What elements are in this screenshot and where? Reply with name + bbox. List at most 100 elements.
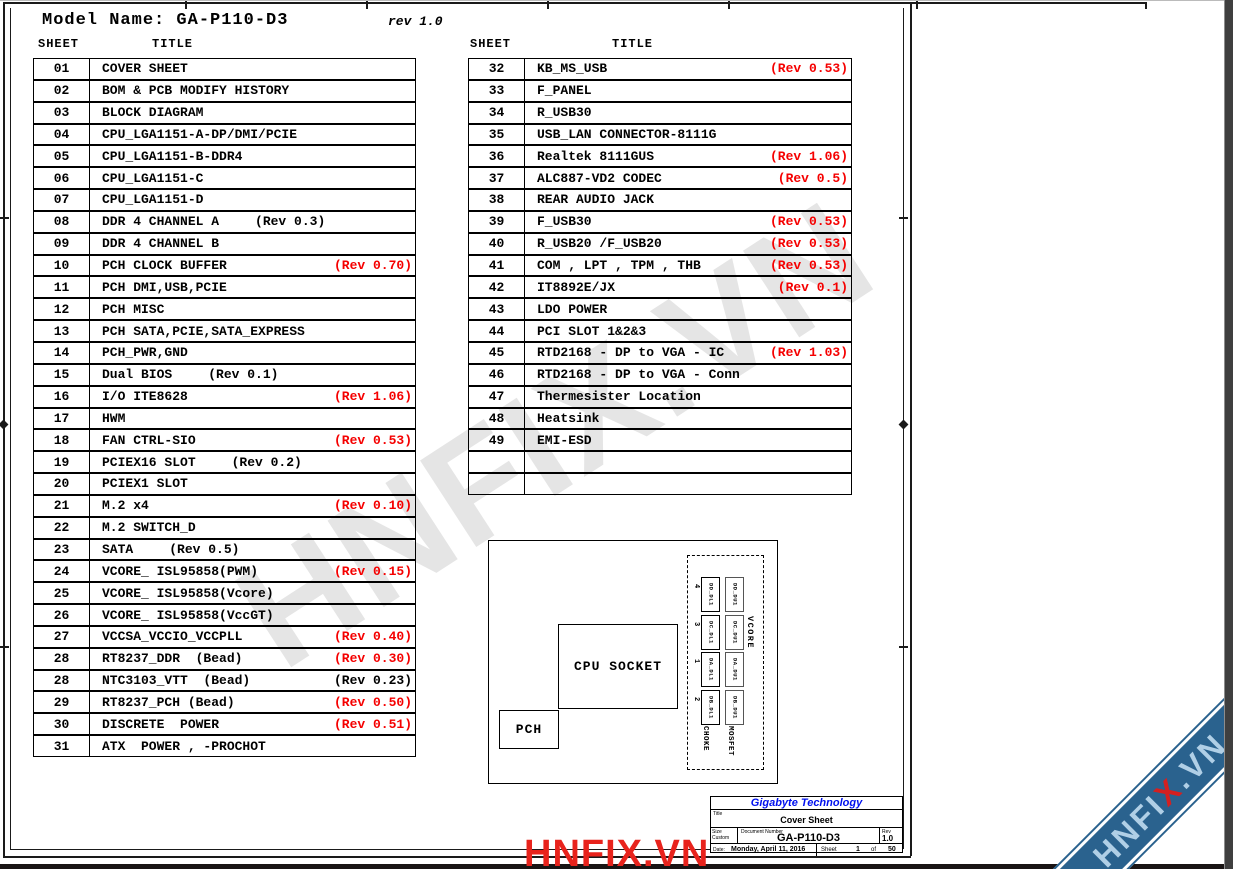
rev-badge: (Rev 0.40) [333, 629, 412, 645]
sheet-title: IT8892E/JX [537, 279, 616, 295]
rev-label: Rev [882, 829, 891, 835]
table-row: 31 ATX POWER , -PROCHOT [33, 735, 416, 757]
sheet-title: CPU_LGA1151-C [102, 170, 204, 186]
column-header-title-right: TITLE [612, 37, 654, 51]
frame-zone-mark-right [898, 419, 909, 430]
sheet-number-cell: 35 [469, 124, 525, 145]
sheet-title: USB_LAN CONNECTOR-8111G [537, 126, 717, 142]
table-row: 49 EMI-ESD [468, 429, 852, 452]
sheet-title-cell: BOM & PCB MODIFY HISTORY [90, 81, 415, 101]
frame-tick [547, 0, 549, 9]
sheet-number-cell: 08 [34, 211, 90, 232]
vcore-group-box: VCORE CHOKE MOSFET 4 DD_DL1 DD_DU1 3 DC_DL1 D… [687, 555, 764, 770]
sheet-number-cell: 22 [34, 517, 90, 538]
sheet-title-cell: COVER SHEET [90, 59, 415, 79]
title-block: Gigabyte Technology Title Cover Sheet Si… [710, 796, 903, 856]
rev-badge: (Rev 0.15) [333, 563, 412, 579]
mosfet-box: DA_DU1 [725, 652, 744, 687]
frame-bottom-inner [10, 849, 903, 851]
corner-band: HNFI X .VN [971, 611, 1233, 869]
window-top-edge [0, 0, 1233, 1]
sheet-title-cell: Heatsink [525, 409, 851, 429]
mosfet-part-label: DA_DU1 [731, 658, 739, 681]
table-row: 44 PCI SLOT 1&2&3 [468, 320, 852, 342]
sheet-title-cell: ATX POWER , -PROCHOT [90, 736, 415, 756]
sheet-title: R_USB20 /F_USB20 [537, 236, 662, 252]
date-value: Monday, April 11, 2016 [731, 846, 806, 853]
sheet-number-cell: 23 [34, 539, 90, 560]
sheet-number-cell: 03 [34, 102, 90, 123]
of-label: of [871, 847, 877, 853]
sheet-title-cell [525, 474, 851, 494]
sheet-number-cell: 21 [34, 495, 90, 516]
table-row: 24 VCORE_ ISL95858(PWM) (Rev 0.15) [33, 560, 416, 583]
sheet-title-cell: RTD2168 - DP to VGA - Conn [525, 365, 851, 385]
rev-value: 1.0 [882, 834, 894, 843]
sheet-number-cell: 48 [469, 408, 525, 429]
sheet-number-cell [469, 452, 525, 473]
sheet-number-cell: 19 [34, 452, 90, 473]
sheet-title-cell: VCORE_ ISL95858(PWM) (Rev 0.15) [90, 561, 415, 581]
title-row: Title Cover Sheet [711, 809, 902, 827]
sheet-number-cell: 43 [469, 299, 525, 320]
sheet-number-cell: 12 [34, 299, 90, 320]
rev-badge: (Rev 0.1) [777, 279, 848, 295]
sheet-title: ALC887-VD2 CODEC [537, 170, 662, 186]
sheet-title-cell: PCIEX1 SLOT [90, 474, 415, 494]
table-row: 21 M.2 x4 (Rev 0.10) [33, 494, 416, 517]
watermark-bottom: HNFIX.VN [524, 833, 710, 875]
sheet-title-cell: BLOCK DIAGRAM [90, 103, 415, 123]
sheet-number-cell: 34 [469, 102, 525, 123]
frame-tick [916, 0, 918, 9]
table-row: 18 FAN CTRL-SIO (Rev 0.53) [33, 429, 416, 452]
document-title: Cover Sheet [780, 815, 833, 825]
sheet-title: FAN CTRL-SIO [102, 432, 196, 448]
sheet-title-cell: RT8237_DDR (Bead) (Rev 0.30) [90, 649, 415, 669]
sheet-title: I/O ITE8628 [102, 389, 188, 405]
rev-badge: (Rev 1.03) [769, 345, 848, 361]
sheet-title: CPU_LGA1151-D [102, 192, 204, 208]
sheet-title: PCIEX1 SLOT [102, 476, 188, 492]
sheet-number-cell: 28 [34, 648, 90, 669]
sheet-number-cell: 30 [34, 714, 90, 735]
choke-box: DB_DL1 [701, 690, 720, 725]
sheet-title: M.2 SWITCH_D [102, 520, 196, 536]
document-number-cell: Document Number GA-P110-D3 [738, 828, 879, 844]
sheet-title: RT8237_DDR (Bead) [102, 651, 243, 667]
sheet-number-cell: 33 [469, 80, 525, 101]
frame-top-outer [3, 0, 1147, 9]
rev-badge: (Rev 1.06) [333, 389, 412, 405]
table-row: 32 KB_MS_USB (Rev 0.53) [468, 58, 852, 80]
sheet-title-cell: LDO POWER [525, 299, 851, 319]
sheet-number-cell: 49 [469, 430, 525, 451]
sheet-number-cell: 17 [34, 408, 90, 429]
document-number: GA-P110-D3 [777, 832, 840, 844]
size-cell: Size Custom [711, 828, 738, 843]
sheet-number-cell: 09 [34, 233, 90, 254]
table-row: 04 CPU_LGA1151-A-DP/DMI/PCIE [33, 123, 416, 146]
table-row: 16 I/O ITE8628 (Rev 1.06) [33, 385, 416, 408]
sheet-title-cell: HWM [90, 409, 415, 429]
sheet-title: COVER SHEET [102, 61, 188, 77]
table-row: 20 PCIEX1 SLOT [33, 473, 416, 495]
table-row: 19 PCIEX16 SLOT (Rev 0.2) [33, 451, 416, 474]
sheet-title: VCORE_ ISL95858(Vcore) [102, 585, 274, 601]
sheet-number-cell: 45 [469, 342, 525, 363]
table-row: 38 REAR AUDIO JACK [468, 189, 852, 211]
sheet-title: PCH SATA,PCIE,SATA_EXPRESS [102, 323, 305, 339]
sheet-title: CPU_LGA1151-B-DDR4 [102, 148, 243, 164]
rev-badge: (Rev 0.53) [769, 61, 848, 77]
sheet-number-cell: 41 [469, 255, 525, 276]
scrollbar[interactable] [1224, 0, 1233, 869]
table-row [468, 451, 852, 474]
sheet-number-cell: 20 [34, 474, 90, 494]
table-row: 42 IT8892E/JX (Rev 0.1) [468, 276, 852, 299]
table-row: 37 ALC887-VD2 CODEC (Rev 0.5) [468, 167, 852, 190]
sheet-number-cell: 26 [34, 605, 90, 625]
rev-badge: (Rev 0.53) [769, 236, 848, 252]
sheet-label: Sheet [821, 847, 837, 853]
sheet-title-cell: M.2 x4 (Rev 0.10) [90, 496, 415, 516]
sheet-title-cell: PCH SATA,PCIE,SATA_EXPRESS [90, 321, 415, 341]
sheet-title-cell: DDR 4 CHANNEL B [90, 234, 415, 254]
sheet-title-cell: NTC3103_VTT (Bead) (Rev 0.23) [90, 671, 415, 691]
